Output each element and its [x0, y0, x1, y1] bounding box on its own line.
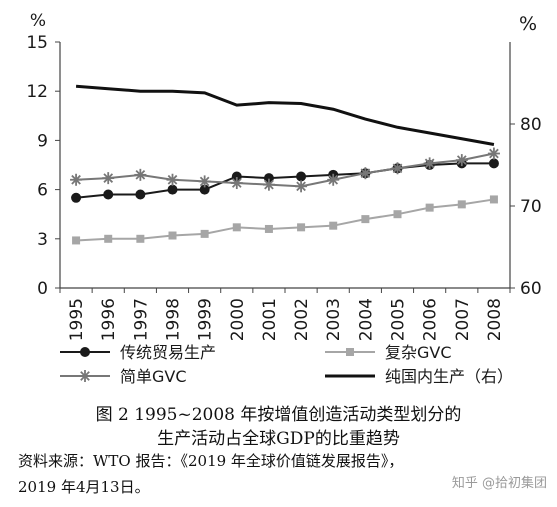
- series-line: [76, 152, 495, 188]
- data-point: [329, 221, 338, 230]
- data-point: [346, 348, 354, 356]
- left-axis-unit: %: [30, 11, 46, 31]
- data-point: [103, 189, 114, 200]
- left-tick-label: 15: [26, 33, 48, 53]
- left-tick-label: 12: [26, 82, 48, 102]
- data-point: [71, 192, 82, 203]
- data-point: [423, 157, 436, 170]
- x-tick-label: 2003: [324, 298, 344, 341]
- x-tick-label: 2004: [356, 298, 376, 341]
- x-tick-label: 1995: [67, 298, 87, 341]
- figure-caption-line-1: 图 2 1995~2008 年按增值创造活动类型划分的: [95, 405, 462, 425]
- figure-caption-line-2: 生产活动占全球GDP的比重趋势: [157, 429, 400, 449]
- source-line-2: 2019 年4月13日。: [18, 478, 150, 496]
- x-tick-label: 2000: [228, 298, 248, 341]
- left-tick-label: 3: [37, 230, 48, 250]
- data-point: [134, 168, 147, 181]
- data-point: [199, 184, 210, 195]
- left-tick-label: 6: [37, 181, 48, 201]
- data-point: [167, 184, 178, 195]
- data-point: [80, 347, 90, 357]
- data-point: [135, 189, 146, 200]
- series-line: [75, 162, 494, 199]
- x-tick-label: 1999: [196, 298, 216, 341]
- data-point: [263, 173, 274, 184]
- legend-label: 纯国内生产（右）: [385, 367, 513, 386]
- data-point: [200, 229, 209, 238]
- data-point: [136, 234, 145, 243]
- data-point: [455, 154, 468, 167]
- x-tick-label: 2002: [292, 298, 312, 341]
- data-point: [79, 370, 91, 382]
- data-point: [487, 147, 500, 160]
- data-point: [391, 162, 404, 175]
- right-tick-label: 70: [520, 197, 542, 217]
- data-point: [168, 231, 177, 240]
- right-tick-label: 60: [520, 279, 542, 299]
- data-point: [296, 171, 307, 182]
- left-tick-label: 0: [37, 279, 48, 299]
- x-tick-label: 2007: [453, 298, 473, 341]
- x-tick-label: 2001: [260, 298, 280, 341]
- data-point: [295, 180, 308, 193]
- data-point: [198, 175, 211, 188]
- data-point: [297, 223, 306, 232]
- data-point: [264, 224, 273, 233]
- data-point: [230, 177, 243, 190]
- source-line-1: 资料来源：WTO 报告：《2019 年全球价值链发展报告》，: [18, 452, 404, 470]
- legend-label: 复杂GVC: [385, 343, 452, 362]
- data-point: [231, 171, 242, 182]
- left-tick-label: 9: [37, 131, 48, 151]
- data-point: [327, 173, 340, 186]
- data-point: [262, 178, 275, 191]
- data-point: [104, 234, 113, 243]
- data-point: [425, 203, 434, 212]
- x-tick-label: 1997: [131, 298, 151, 341]
- x-tick-label: 1998: [164, 298, 184, 341]
- x-tick-label: 1996: [99, 298, 119, 341]
- data-point: [359, 167, 372, 180]
- data-point: [70, 173, 83, 186]
- data-point: [102, 172, 115, 185]
- watermark: 知乎 @拾初集团: [451, 476, 547, 491]
- data-point: [489, 195, 498, 204]
- data-point: [232, 223, 241, 232]
- legend-label: 传统贸易生产: [120, 343, 216, 362]
- x-tick-label: 2006: [421, 298, 441, 341]
- series-line: [75, 84, 495, 146]
- x-tick-label: 2008: [485, 298, 505, 341]
- right-tick-label: 80: [520, 115, 542, 135]
- data-point: [72, 236, 81, 245]
- right-axis-unit: %: [519, 13, 537, 35]
- data-point: [457, 200, 466, 209]
- legend-label: 简单GVC: [120, 367, 187, 386]
- series-line: [76, 198, 495, 242]
- data-point: [361, 215, 370, 224]
- line-chart: 0 3 6 9 12 15% 60 70 80% 1995 1996 1997 1998 1999 2000…: [26, 11, 542, 386]
- data-point: [488, 158, 499, 169]
- data-point: [166, 173, 179, 186]
- x-tick-label: 2005: [389, 298, 409, 341]
- data-point: [393, 210, 402, 219]
